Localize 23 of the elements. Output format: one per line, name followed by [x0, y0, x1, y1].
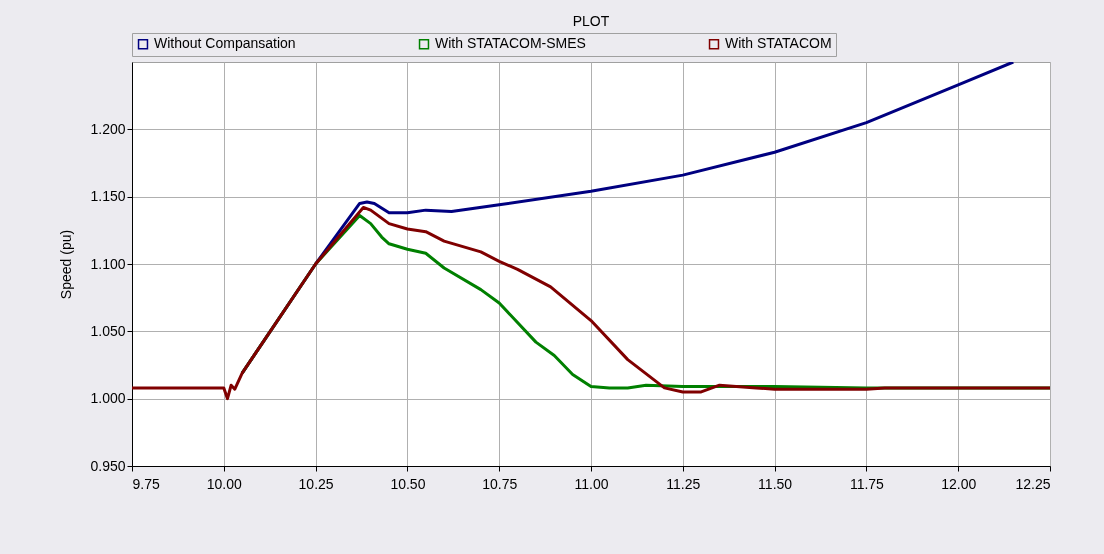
legend-label: With STATACOM	[725, 35, 832, 52]
x-tick-label: 10.00	[206, 475, 243, 492]
y-tick-label: 1.100	[90, 255, 126, 272]
legend-label: Without Compansation	[154, 35, 296, 52]
y-tick-label: 1.000	[90, 390, 126, 407]
y-tick-label: 1.200	[90, 120, 126, 137]
line-series	[132, 205, 1050, 401]
x-tick-label: 9.75	[132, 475, 160, 492]
x-tick-label: 12.00	[941, 475, 977, 492]
x-tick-label: 11.75	[849, 475, 885, 492]
x-tick-label: 10.50	[390, 475, 426, 492]
x-tick-label: 11.25	[666, 475, 701, 492]
y-tick-label: 0.950	[90, 457, 126, 474]
chart-title: PLOT	[572, 12, 610, 29]
x-tick-label: 10.75	[482, 475, 518, 492]
y-axis-title: Speed (pu)	[58, 229, 75, 300]
x-tick-label: 11.50	[758, 475, 793, 492]
y-tick-label: 1.050	[90, 322, 126, 339]
y-tick-label: 1.150	[90, 188, 126, 205]
x-tick-label: 10.25	[298, 475, 334, 492]
legend-label: With STATACOM-SMES	[435, 35, 586, 52]
x-tick-label: 11.00	[574, 475, 609, 492]
x-tick-label: 12.25	[1015, 475, 1051, 492]
